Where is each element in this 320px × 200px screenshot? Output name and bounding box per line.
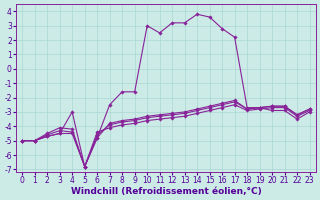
X-axis label: Windchill (Refroidissement éolien,°C): Windchill (Refroidissement éolien,°C) — [70, 187, 261, 196]
